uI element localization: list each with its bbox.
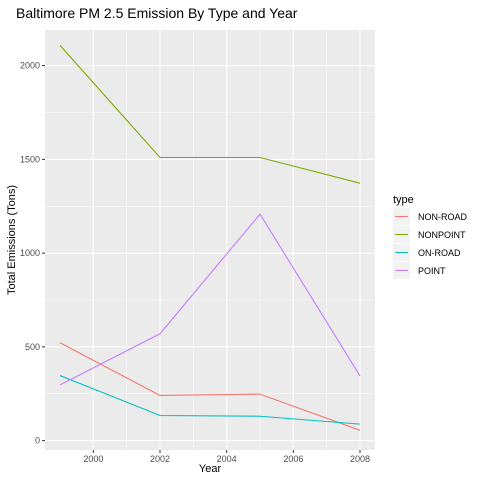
major-gridlines — [45, 30, 375, 450]
x-tick-label: 2006 — [283, 454, 303, 464]
x-axis: 2000 2002 2004 2006 2008 — [83, 450, 370, 464]
y-tick-label: 0 — [35, 436, 40, 446]
series-line-point — [59, 213, 361, 386]
y-axis-title: Total Emissions (Tons) — [6, 185, 18, 295]
legend-title: type — [393, 194, 414, 206]
y-tick-label: 500 — [25, 342, 40, 352]
x-axis-title: Year — [199, 463, 222, 475]
series-line-non-road — [59, 342, 361, 431]
y-axis: 0 500 1000 1500 2000 — [20, 61, 45, 446]
series-line-nonpoint — [59, 45, 361, 184]
chart-title: Baltimore PM 2.5 Emission By Type and Ye… — [16, 5, 298, 21]
legend-label-on-road: ON-ROAD — [418, 248, 461, 258]
y-tick-label: 1500 — [20, 154, 40, 164]
minor-gridlines — [45, 30, 375, 450]
y-tick-label: 1000 — [20, 248, 40, 258]
legend-label-point: POINT — [418, 266, 446, 276]
x-tick-label: 2002 — [150, 454, 170, 464]
x-tick-label: 2000 — [83, 454, 103, 464]
x-tick-label: 2004 — [217, 454, 237, 464]
y-tick-label: 2000 — [20, 61, 40, 71]
x-tick-label: 2008 — [350, 454, 370, 464]
legend-label-non-road: NON-ROAD — [418, 212, 467, 222]
legend: type NON-ROAD NONPOINT ON-ROAD POINT — [393, 194, 467, 279]
series-lines — [59, 45, 361, 431]
plot-panel — [45, 30, 375, 450]
legend-label-nonpoint: NONPOINT — [418, 230, 466, 240]
series-line-on-road — [59, 375, 361, 425]
